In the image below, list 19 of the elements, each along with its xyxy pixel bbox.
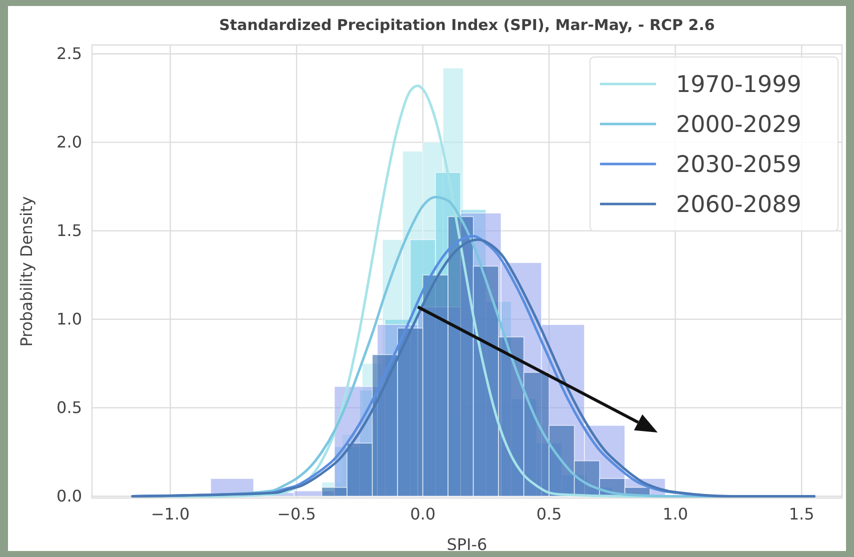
x-axis-title: SPI-6 bbox=[446, 535, 488, 554]
y-tick-label: 1.0 bbox=[56, 309, 82, 328]
legend-label: 2060-2089 bbox=[676, 192, 802, 218]
chart-title: Standardized Precipitation Index (SPI), Mar-May, - RCP 2.6 bbox=[219, 16, 715, 34]
y-tick-label: 1.5 bbox=[56, 220, 82, 240]
y-tick-label: 0.0 bbox=[56, 486, 82, 506]
x-tick-label: −1.0 bbox=[150, 504, 190, 524]
y-tick-label: 0.5 bbox=[56, 398, 82, 417]
x-tick-label: 0.0 bbox=[410, 504, 436, 524]
x-tick-label: 1.0 bbox=[662, 504, 688, 524]
y-axis-title: Probability Density bbox=[17, 196, 36, 347]
legend-label: 2000-2029 bbox=[676, 112, 802, 138]
x-tick-label: 0.5 bbox=[536, 504, 562, 524]
y-tick-label: 2.0 bbox=[56, 132, 82, 152]
x-tick-label: 1.5 bbox=[788, 504, 814, 524]
y-tick-label: 2.5 bbox=[56, 44, 82, 63]
x-tick-label: −0.5 bbox=[277, 504, 316, 524]
legend-label: 1970-1999 bbox=[676, 72, 802, 98]
legend-label: 2030-2059 bbox=[676, 152, 802, 178]
